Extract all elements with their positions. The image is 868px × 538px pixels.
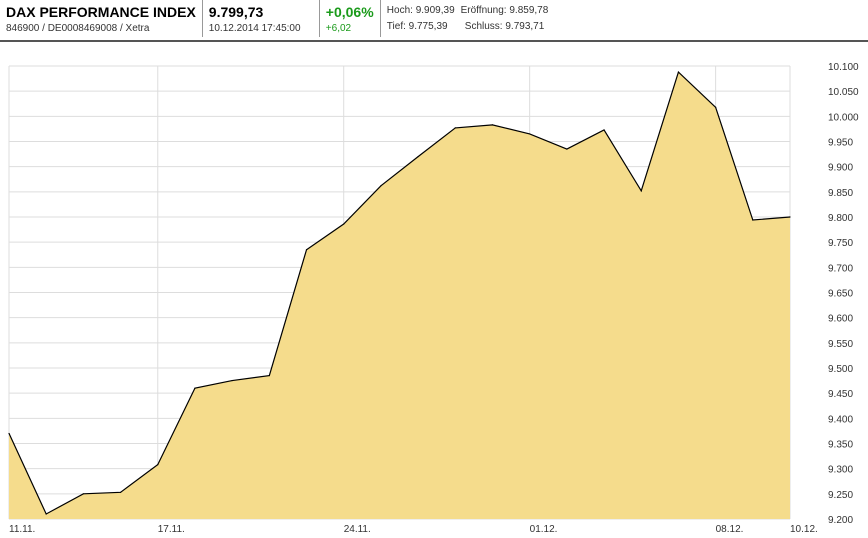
data-point <box>789 216 791 218</box>
close-value: Schluss: 9.793,71 <box>464 21 545 32</box>
data-point <box>8 432 10 435</box>
data-point <box>454 127 456 129</box>
area-fill <box>9 72 790 519</box>
y-tick-label: 10.000 <box>828 112 859 123</box>
x-tick-label: 10.12. <box>790 524 818 535</box>
data-point <box>417 156 419 158</box>
data-point <box>157 464 159 466</box>
price-datetime: 10.12.2014 17:45:00 <box>208 23 301 34</box>
x-tick-label: 08.12. <box>716 524 744 535</box>
y-tick-label: 9.550 <box>828 339 853 350</box>
data-point <box>566 148 568 150</box>
instrument-title: DAX PERFORMANCE INDEX <box>6 4 196 20</box>
last-price: 9.799,73 <box>208 4 264 20</box>
data-point <box>82 493 84 495</box>
y-tick-label: 9.350 <box>828 440 853 451</box>
y-tick-label: 9.400 <box>828 414 853 425</box>
y-tick-label: 10.050 <box>828 87 859 98</box>
y-tick-label: 9.800 <box>828 213 853 224</box>
data-point <box>491 124 494 126</box>
y-tick-label: 9.250 <box>828 490 853 501</box>
change-percent: +0,06% <box>325 4 374 20</box>
data-point <box>603 129 605 131</box>
x-tick-label: 17.11. <box>158 524 185 535</box>
low-value: Tief: 9.775,39 <box>386 21 448 32</box>
quote-header: DAX PERFORMANCE INDEX 846900 / DE0008469… <box>0 0 868 42</box>
data-point <box>752 219 754 221</box>
price-cell: 9.799,73 10.12.2014 17:45:00 <box>203 0 320 37</box>
data-point <box>119 491 122 493</box>
y-tick-label: 9.950 <box>828 138 853 149</box>
y-tick-label: 9.200 <box>828 515 853 526</box>
price-line <box>8 70 791 515</box>
high-value: Hoch: 9.909,39 <box>386 5 455 16</box>
y-tick-label: 9.850 <box>828 188 853 199</box>
data-point <box>343 223 345 225</box>
y-tick-label: 9.500 <box>828 364 853 375</box>
data-point <box>380 185 382 187</box>
open-value: Eröffnung: 9.859,78 <box>460 5 549 16</box>
y-tick-label: 9.600 <box>828 314 853 325</box>
data-point <box>529 133 531 135</box>
instrument-ids: 846900 / DE0008469008 / Xetra <box>6 23 150 34</box>
data-point <box>268 374 270 377</box>
data-point <box>677 71 680 73</box>
data-point <box>640 190 642 192</box>
change-cell: +0,06% +6,02 <box>320 0 381 37</box>
y-tick-label: 9.300 <box>828 465 853 476</box>
y-tick-label: 9.450 <box>828 389 853 400</box>
data-point <box>715 106 717 108</box>
y-tick-label: 10.100 <box>828 62 859 73</box>
data-point <box>45 513 47 515</box>
y-tick-label: 9.700 <box>828 263 853 274</box>
data-point <box>305 249 308 251</box>
data-point <box>194 387 196 389</box>
price-chart: 10.100 10.050 10.000 9.950 9.900 9.850 9.800 9.… <box>8 62 859 535</box>
stats-cell: Hoch: 9.909,39 Eröffnung: 9.859,78 Tief: … <box>381 0 555 37</box>
change-absolute: +6,02 <box>325 23 352 34</box>
x-tick-label: 11.11. <box>9 524 35 535</box>
x-tick-label: 24.11. <box>344 524 371 535</box>
y-tick-label: 9.750 <box>828 238 853 249</box>
y-tick-label: 9.900 <box>828 163 853 174</box>
y-tick-label: 9.650 <box>828 289 853 300</box>
instrument-cell: DAX PERFORMANCE INDEX 846900 / DE0008469… <box>0 0 203 37</box>
data-point <box>231 379 233 382</box>
x-tick-label: 01.12. <box>530 524 558 535</box>
